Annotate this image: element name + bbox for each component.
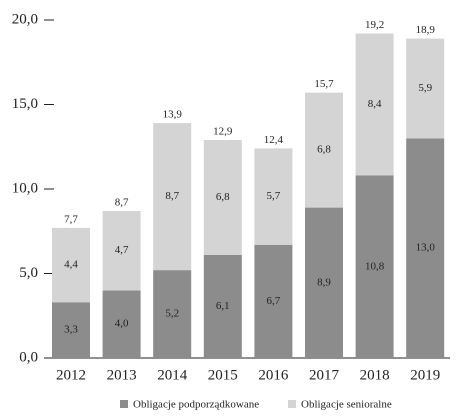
bar-segment [203, 139, 242, 255]
bar-segment [355, 175, 394, 358]
legend-label: Obligacje senioralne [301, 399, 392, 411]
value-label: 6,8 [317, 144, 331, 156]
value-label: 13,0 [416, 242, 436, 254]
bar-segment [254, 244, 293, 358]
x-tick-label: 2015 [208, 367, 238, 383]
total-label: 19,2 [365, 19, 384, 31]
legend-label: Obligacje podporządkowane [133, 399, 259, 411]
x-tick-label: 2017 [309, 367, 340, 383]
value-label: 6,7 [267, 295, 281, 307]
total-label: 12,9 [213, 126, 233, 138]
value-label: 8,9 [317, 276, 331, 288]
bar-segment [153, 123, 192, 271]
x-tick-label: 2019 [410, 367, 440, 383]
total-label: 8,7 [115, 197, 129, 209]
legend-swatch [288, 400, 296, 408]
bar-segment [52, 227, 90, 303]
value-label: 5,7 [267, 190, 281, 202]
value-label: 4,4 [64, 259, 78, 271]
bar-segment [52, 302, 90, 358]
y-tick-label: 15,0 [12, 96, 38, 112]
y-tick-label: 5,0 [19, 265, 38, 281]
y-tick-label: 10,0 [12, 180, 38, 196]
total-label: 7,7 [64, 213, 78, 225]
total-label: 13,9 [163, 109, 183, 121]
legend-swatch [120, 400, 128, 408]
value-label: 4,7 [115, 244, 129, 256]
y-tick-label: 20,0 [12, 11, 38, 27]
total-label: 18,9 [416, 24, 436, 36]
x-tick-label: 2016 [258, 367, 289, 383]
bar-segment [254, 148, 293, 245]
x-tick-label: 2013 [107, 367, 137, 383]
bar-segment [355, 33, 394, 176]
bar-segment [406, 38, 445, 139]
total-label: 12,4 [264, 134, 284, 146]
value-label: 5,2 [165, 308, 179, 320]
value-label: 8,4 [368, 98, 382, 110]
value-label: 3,3 [64, 324, 78, 336]
bar-segment [102, 290, 141, 358]
x-tick-label: 2014 [157, 367, 188, 383]
value-label: 5,9 [418, 82, 432, 94]
value-label: 8,7 [165, 190, 179, 202]
bar-segment [153, 270, 192, 358]
total-label: 15,7 [314, 78, 334, 90]
y-tick-label: 0,0 [19, 349, 38, 365]
bar-segment [102, 210, 141, 291]
value-label: 6,8 [216, 191, 230, 203]
x-tick-label: 2018 [360, 367, 390, 383]
x-tick-label: 2012 [56, 367, 86, 383]
value-label: 4,0 [115, 318, 129, 330]
value-label: 6,1 [216, 300, 230, 312]
bar-segment [406, 138, 445, 358]
bar-segment [203, 254, 242, 358]
bar-segment [305, 92, 343, 208]
bar-segment [305, 207, 343, 358]
value-label: 10,8 [365, 260, 385, 272]
